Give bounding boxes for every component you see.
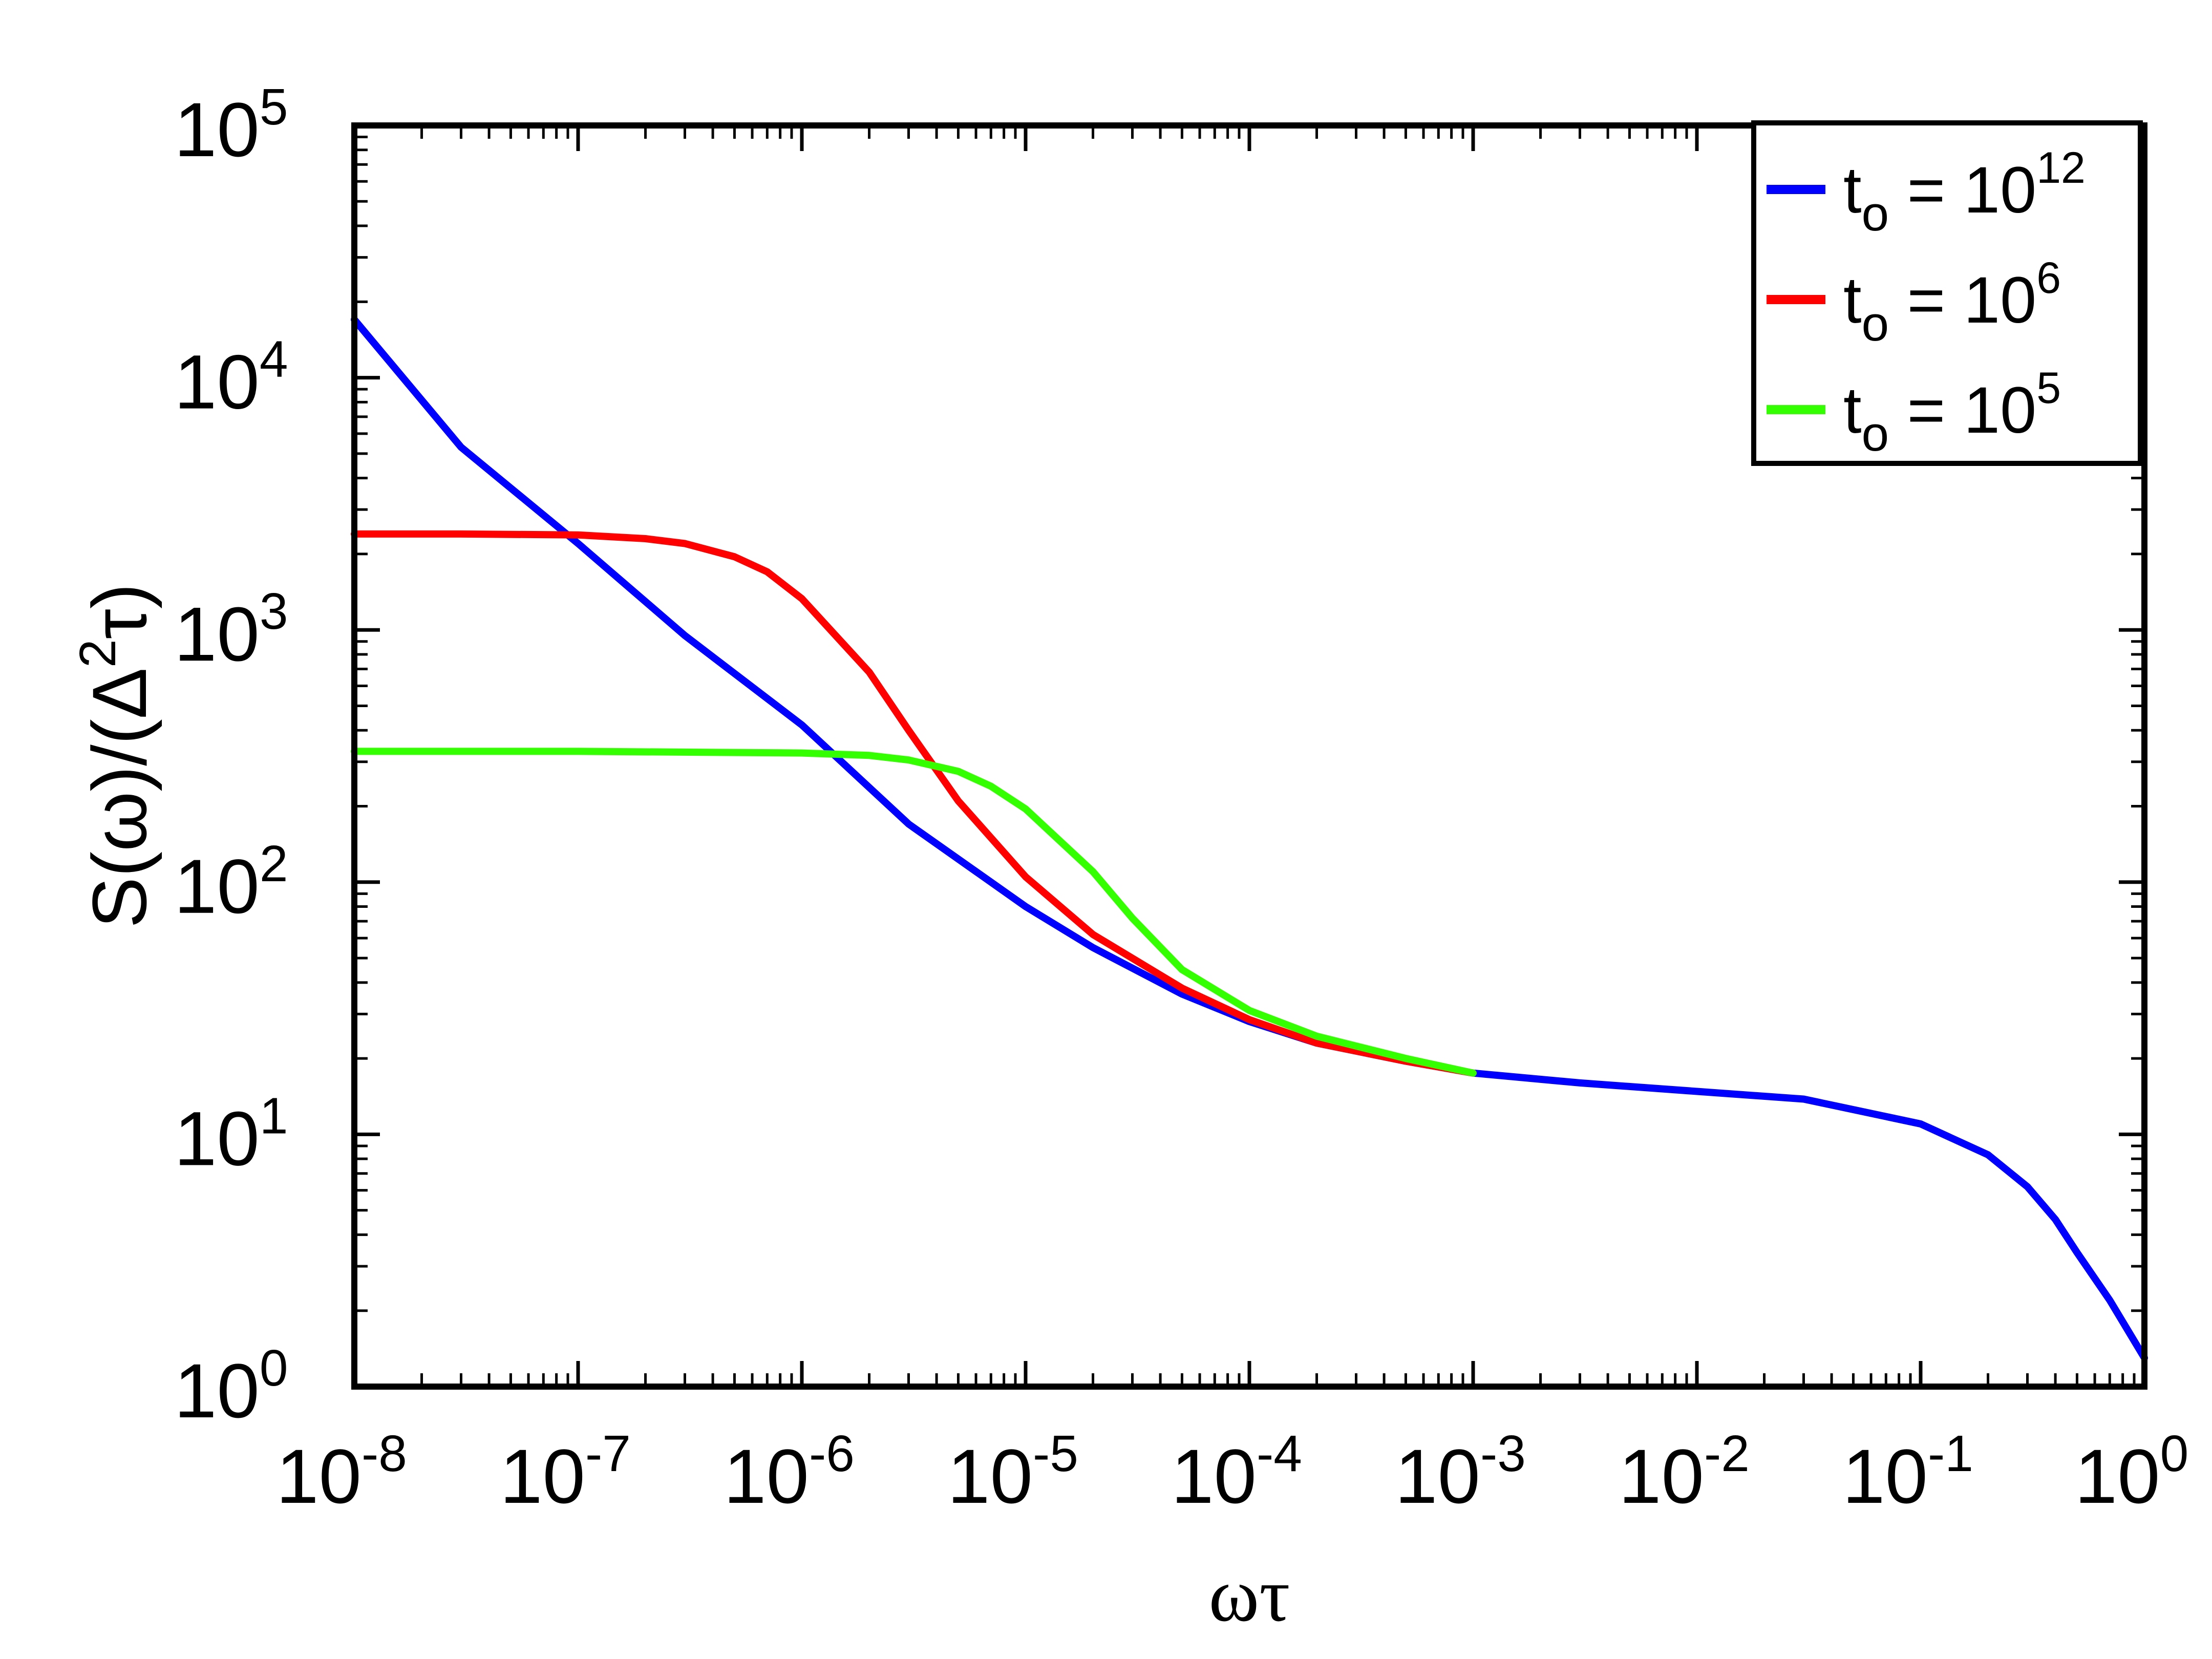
x-tick-label: 10-7 [500, 1425, 631, 1519]
y-axis-title-sup: 2 [69, 639, 126, 668]
y-tick-labels: 100 101 102 103 104 105 [174, 78, 288, 1434]
legend-label: to = 106 [1843, 253, 2061, 351]
x-tick-label: 10-3 [1395, 1425, 1526, 1519]
legend-label: to = 1012 [1843, 143, 2086, 241]
legend-label: to = 105 [1843, 364, 2061, 461]
y-tick-label: 105 [174, 78, 288, 173]
y-axis-title: S(ω)/(Δ2τ) [69, 583, 162, 928]
series-layer [351, 316, 2148, 1362]
y-tick-label: 100 [174, 1339, 288, 1434]
x-tick-label: 10-5 [947, 1425, 1078, 1519]
x-tick-label: 10-4 [1171, 1425, 1302, 1519]
y-tick-label: 101 [174, 1087, 288, 1181]
x-tick-label: 10-6 [724, 1425, 855, 1519]
y-tick-label: 102 [174, 835, 288, 929]
x-tick-label: 10-2 [1619, 1425, 1750, 1519]
y-tick-label: 103 [174, 583, 288, 677]
series-line-0 [351, 316, 2148, 1362]
x-tick-label: 10-8 [276, 1425, 407, 1519]
legend: to = 1012 to = 106 to = 105 [1751, 120, 2143, 466]
x-axis-title: ωτ [1208, 1552, 1290, 1637]
y-tick-label: 104 [174, 331, 288, 425]
series-line-2 [351, 748, 1477, 1077]
legend-entries: to = 1012 to = 106 to = 105 [1767, 143, 2086, 461]
y-axis-title-main: S(ω)/(Δ [76, 668, 162, 928]
x-tick-label: 100 [2075, 1425, 2188, 1519]
x-tick-labels: 10-8 10-7 10-6 10-5 10-4 10-3 10-2 10-1 100 [276, 1425, 2188, 1519]
x-tick-label: 10-1 [1842, 1425, 1973, 1519]
y-axis-title-end: τ) [76, 583, 162, 639]
plot-frame [351, 122, 2147, 1390]
series-line-1 [351, 530, 1477, 1077]
